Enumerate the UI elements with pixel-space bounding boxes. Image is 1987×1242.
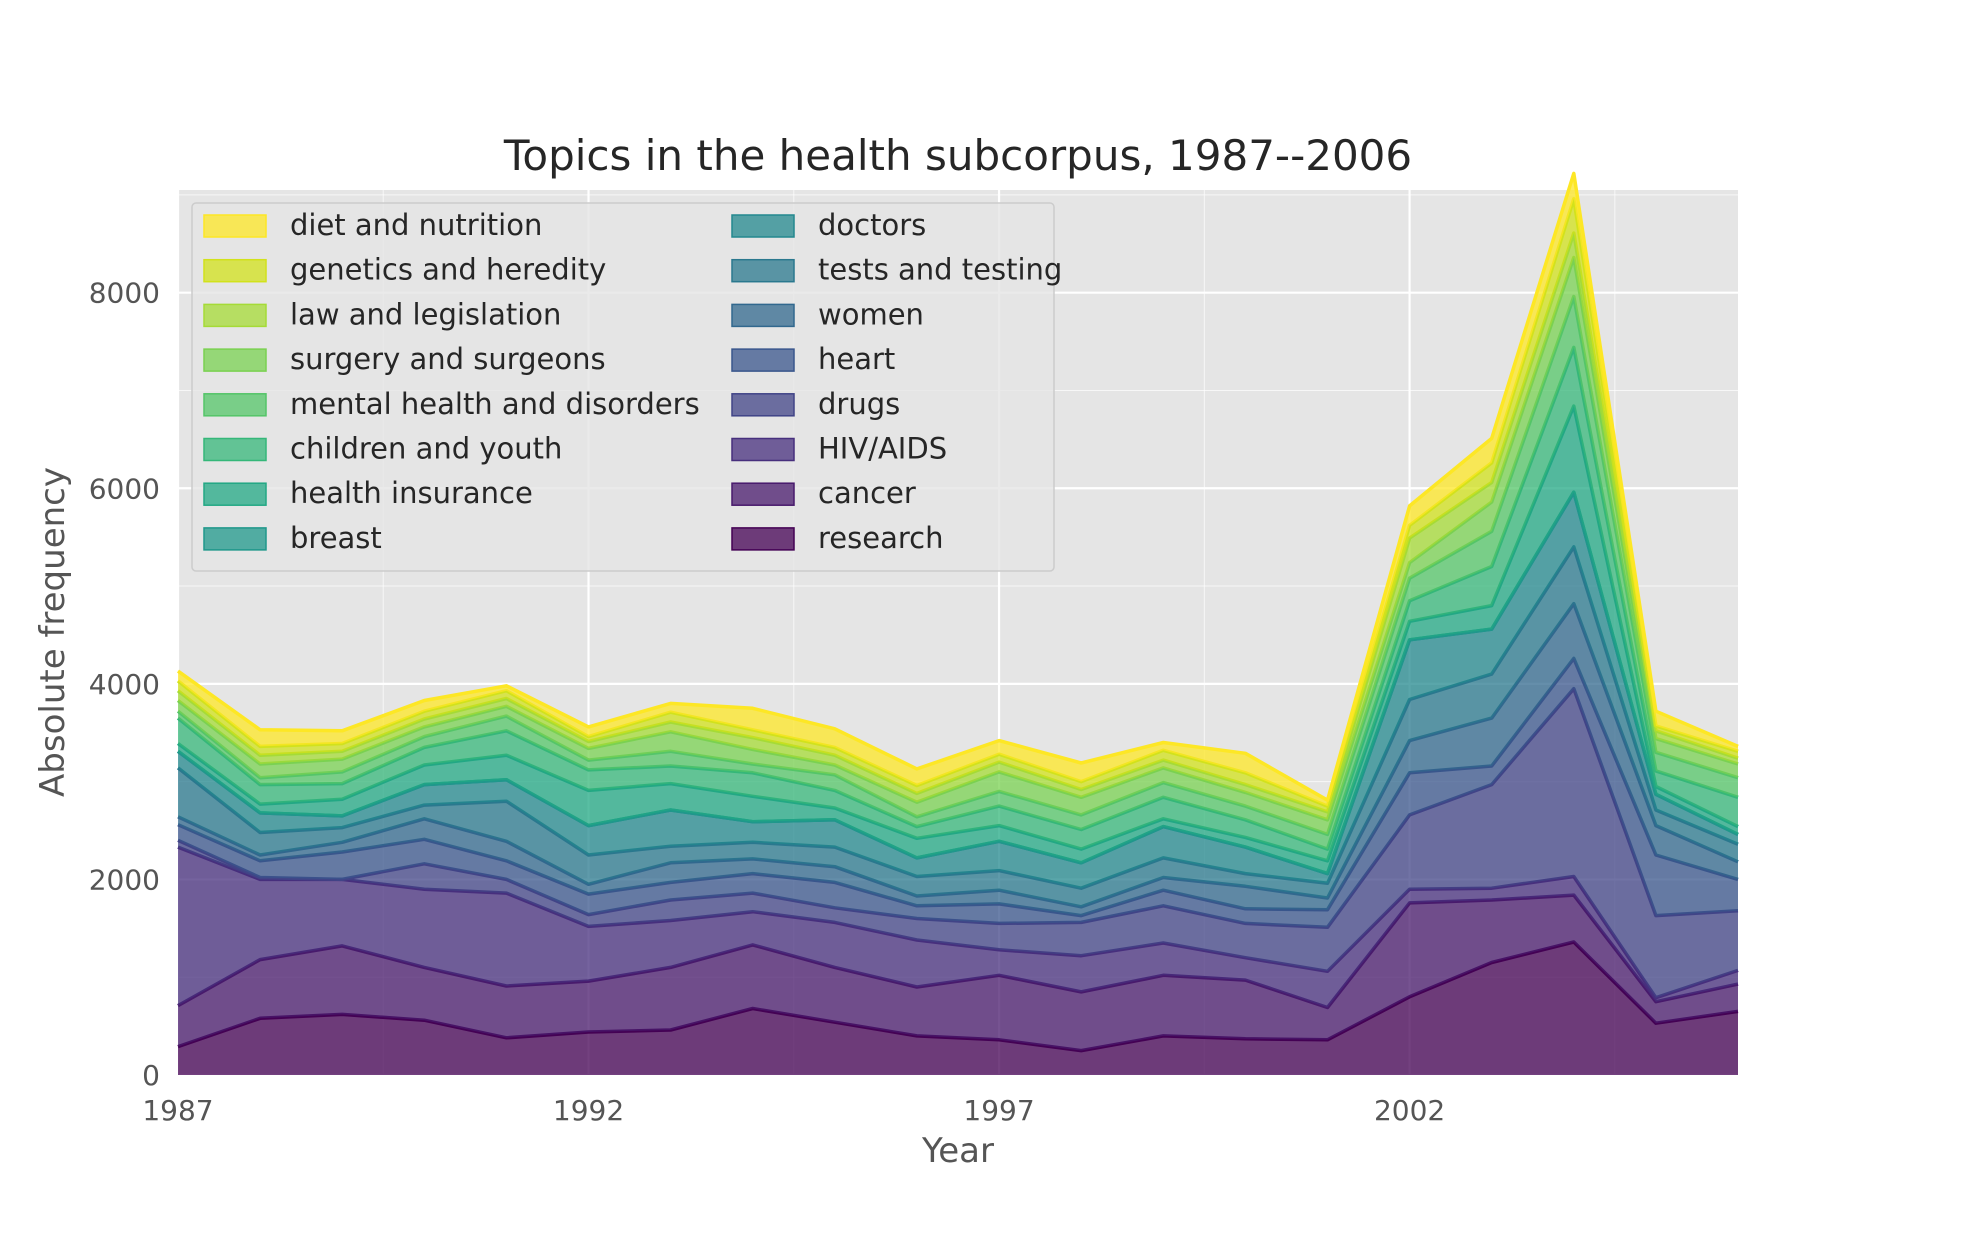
area-heart bbox=[178, 658, 1738, 928]
legend-label: breast bbox=[290, 521, 382, 555]
legend-entry: doctors bbox=[731, 208, 926, 242]
legend-swatch bbox=[203, 482, 267, 506]
y-tick-label: 2000 bbox=[89, 863, 160, 896]
legend-frame bbox=[191, 202, 1055, 572]
legend-entry: health insurance bbox=[203, 476, 533, 510]
y-tick-label: 8000 bbox=[89, 277, 160, 310]
legend-swatch bbox=[203, 527, 267, 551]
series-areas bbox=[176, 171, 1739, 1075]
legend: diet and nutrition genetics and heredity l… bbox=[191, 202, 1062, 572]
x-tick-label: 1987 bbox=[142, 1094, 213, 1127]
tick-labels: 1987 1992 1997 2002 0 2000 4000 6000 8000 bbox=[89, 277, 1445, 1127]
legend-entry: tests and testing bbox=[731, 253, 1062, 287]
legend-swatch bbox=[203, 258, 267, 283]
legend-label: diet and nutrition bbox=[290, 208, 542, 242]
legend-label: law and legislation bbox=[290, 297, 561, 331]
legend-swatch bbox=[203, 393, 267, 417]
area-doctors bbox=[178, 492, 1738, 889]
legend-entry: mental health and disorders bbox=[203, 387, 700, 421]
legend-swatch bbox=[203, 437, 267, 462]
x-axis-label: Year bbox=[921, 1131, 994, 1171]
area-hiv-aids bbox=[178, 847, 1738, 1008]
y-axis-label: Absolute frequency bbox=[33, 467, 73, 797]
legend-label: health insurance bbox=[290, 476, 533, 510]
x-tick-label: 2002 bbox=[1374, 1094, 1445, 1127]
legend-swatch bbox=[203, 214, 267, 238]
area-drugs bbox=[178, 688, 1738, 998]
y-tick-label: 6000 bbox=[89, 472, 160, 505]
legend-entry: diet and nutrition bbox=[203, 208, 542, 242]
area-research bbox=[178, 942, 1738, 1075]
legend-label: doctors bbox=[818, 208, 926, 242]
y-tick-label: 4000 bbox=[89, 668, 160, 701]
area-health-insurance bbox=[178, 406, 1738, 874]
legend-entry: research bbox=[731, 521, 943, 555]
legend-entry: cancer bbox=[731, 476, 916, 510]
legend-swatch bbox=[731, 348, 795, 372]
area-tests-and-testing bbox=[178, 546, 1738, 907]
legend-label: surgery and surgeons bbox=[290, 342, 606, 376]
legend-label: genetics and heredity bbox=[290, 253, 606, 287]
legend-label: women bbox=[818, 297, 924, 331]
legend-label: tests and testing bbox=[818, 253, 1062, 287]
legend-label: heart bbox=[818, 342, 895, 376]
x-tick-label: 1997 bbox=[963, 1094, 1034, 1127]
legend-label: research bbox=[818, 521, 943, 555]
legend-entry: breast bbox=[203, 521, 382, 555]
legend-entry: genetics and heredity bbox=[203, 253, 606, 287]
legend-label: mental health and disorders bbox=[290, 387, 700, 421]
legend-entry: women bbox=[731, 297, 924, 331]
line-diet-and-nutrition bbox=[176, 171, 1739, 802]
legend-entry: drugs bbox=[731, 387, 900, 421]
legend-label: children and youth bbox=[290, 432, 562, 466]
legend-entry: children and youth bbox=[203, 432, 562, 466]
legend-swatch bbox=[203, 303, 267, 328]
area-women bbox=[178, 603, 1738, 916]
legend-swatch bbox=[731, 303, 795, 328]
legend-entry: HIV/AIDS bbox=[731, 432, 947, 466]
y-tick-label: 0 bbox=[142, 1059, 160, 1092]
legend-swatch bbox=[731, 214, 795, 238]
legend-swatch bbox=[203, 348, 267, 372]
legend-entry: heart bbox=[731, 342, 895, 376]
legend-swatch bbox=[731, 482, 795, 506]
legend-entry: surgery and surgeons bbox=[203, 342, 606, 376]
legend-entry: law and legislation bbox=[203, 297, 561, 331]
legend-swatch bbox=[731, 258, 795, 283]
legend-swatch bbox=[731, 437, 795, 462]
area-cancer bbox=[178, 895, 1738, 1051]
chart-title: Topics in the health subcorpus, 1987--20… bbox=[503, 131, 1412, 180]
x-tick-label: 1992 bbox=[553, 1094, 624, 1127]
legend-label: HIV/AIDS bbox=[818, 432, 947, 466]
legend-label: cancer bbox=[818, 476, 916, 510]
legend-label: drugs bbox=[818, 387, 900, 421]
legend-swatch bbox=[731, 527, 795, 551]
legend-swatch bbox=[731, 393, 795, 417]
